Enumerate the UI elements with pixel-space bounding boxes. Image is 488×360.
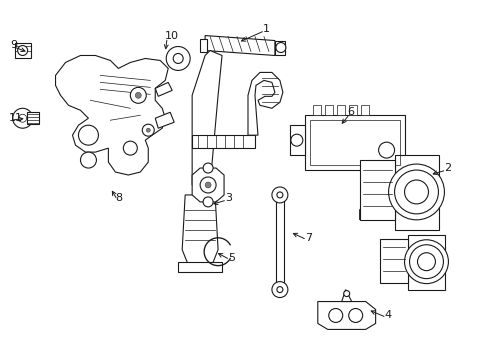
- Circle shape: [81, 152, 96, 168]
- Text: 6: 6: [347, 107, 354, 117]
- Polygon shape: [324, 105, 332, 115]
- Polygon shape: [312, 105, 320, 115]
- Circle shape: [130, 87, 146, 103]
- Polygon shape: [247, 72, 283, 135]
- Circle shape: [19, 114, 26, 122]
- Polygon shape: [348, 105, 356, 115]
- Polygon shape: [200, 39, 207, 53]
- Circle shape: [290, 134, 302, 146]
- Polygon shape: [26, 112, 39, 124]
- Circle shape: [18, 45, 27, 55]
- Circle shape: [200, 177, 216, 193]
- Circle shape: [378, 142, 394, 158]
- Circle shape: [417, 253, 435, 271]
- Circle shape: [271, 187, 287, 203]
- Polygon shape: [192, 50, 222, 185]
- Polygon shape: [304, 115, 404, 170]
- Polygon shape: [178, 262, 222, 272]
- Circle shape: [173, 54, 183, 63]
- Circle shape: [203, 163, 213, 173]
- Circle shape: [348, 309, 362, 323]
- Polygon shape: [407, 235, 445, 289]
- Text: 1: 1: [263, 24, 269, 33]
- Polygon shape: [359, 160, 394, 220]
- Polygon shape: [182, 195, 218, 270]
- Text: 2: 2: [444, 163, 450, 173]
- Text: 3: 3: [224, 193, 232, 203]
- Circle shape: [404, 240, 447, 284]
- Circle shape: [276, 287, 283, 293]
- Text: 9: 9: [11, 40, 18, 50]
- Polygon shape: [289, 125, 304, 155]
- Polygon shape: [336, 105, 344, 115]
- Polygon shape: [155, 82, 172, 96]
- Text: 8: 8: [115, 193, 122, 203]
- Circle shape: [388, 164, 444, 220]
- Circle shape: [123, 141, 137, 155]
- Circle shape: [275, 42, 285, 53]
- Circle shape: [328, 309, 342, 323]
- Polygon shape: [15, 42, 31, 58]
- Polygon shape: [192, 135, 254, 148]
- Circle shape: [13, 108, 33, 128]
- Polygon shape: [56, 55, 168, 175]
- Circle shape: [276, 192, 283, 198]
- Polygon shape: [204, 36, 274, 55]
- Circle shape: [135, 92, 141, 98]
- Polygon shape: [341, 289, 351, 302]
- Text: 7: 7: [304, 233, 311, 243]
- Circle shape: [142, 124, 154, 136]
- Circle shape: [78, 125, 98, 145]
- Circle shape: [166, 46, 190, 71]
- Circle shape: [203, 197, 213, 207]
- Text: 4: 4: [384, 310, 391, 320]
- Circle shape: [146, 128, 150, 132]
- Polygon shape: [274, 41, 285, 55]
- Text: 11: 11: [9, 113, 22, 123]
- Circle shape: [271, 282, 287, 298]
- Circle shape: [343, 291, 349, 297]
- Circle shape: [408, 245, 443, 279]
- Polygon shape: [394, 155, 439, 230]
- Text: 5: 5: [227, 253, 235, 263]
- Polygon shape: [155, 112, 174, 128]
- Circle shape: [204, 182, 211, 188]
- Circle shape: [404, 180, 427, 204]
- Polygon shape: [192, 168, 224, 202]
- Polygon shape: [360, 105, 368, 115]
- Polygon shape: [275, 200, 284, 285]
- Circle shape: [394, 170, 438, 214]
- Polygon shape: [359, 170, 404, 220]
- Polygon shape: [379, 239, 407, 283]
- Polygon shape: [317, 302, 375, 329]
- Text: 10: 10: [165, 31, 179, 41]
